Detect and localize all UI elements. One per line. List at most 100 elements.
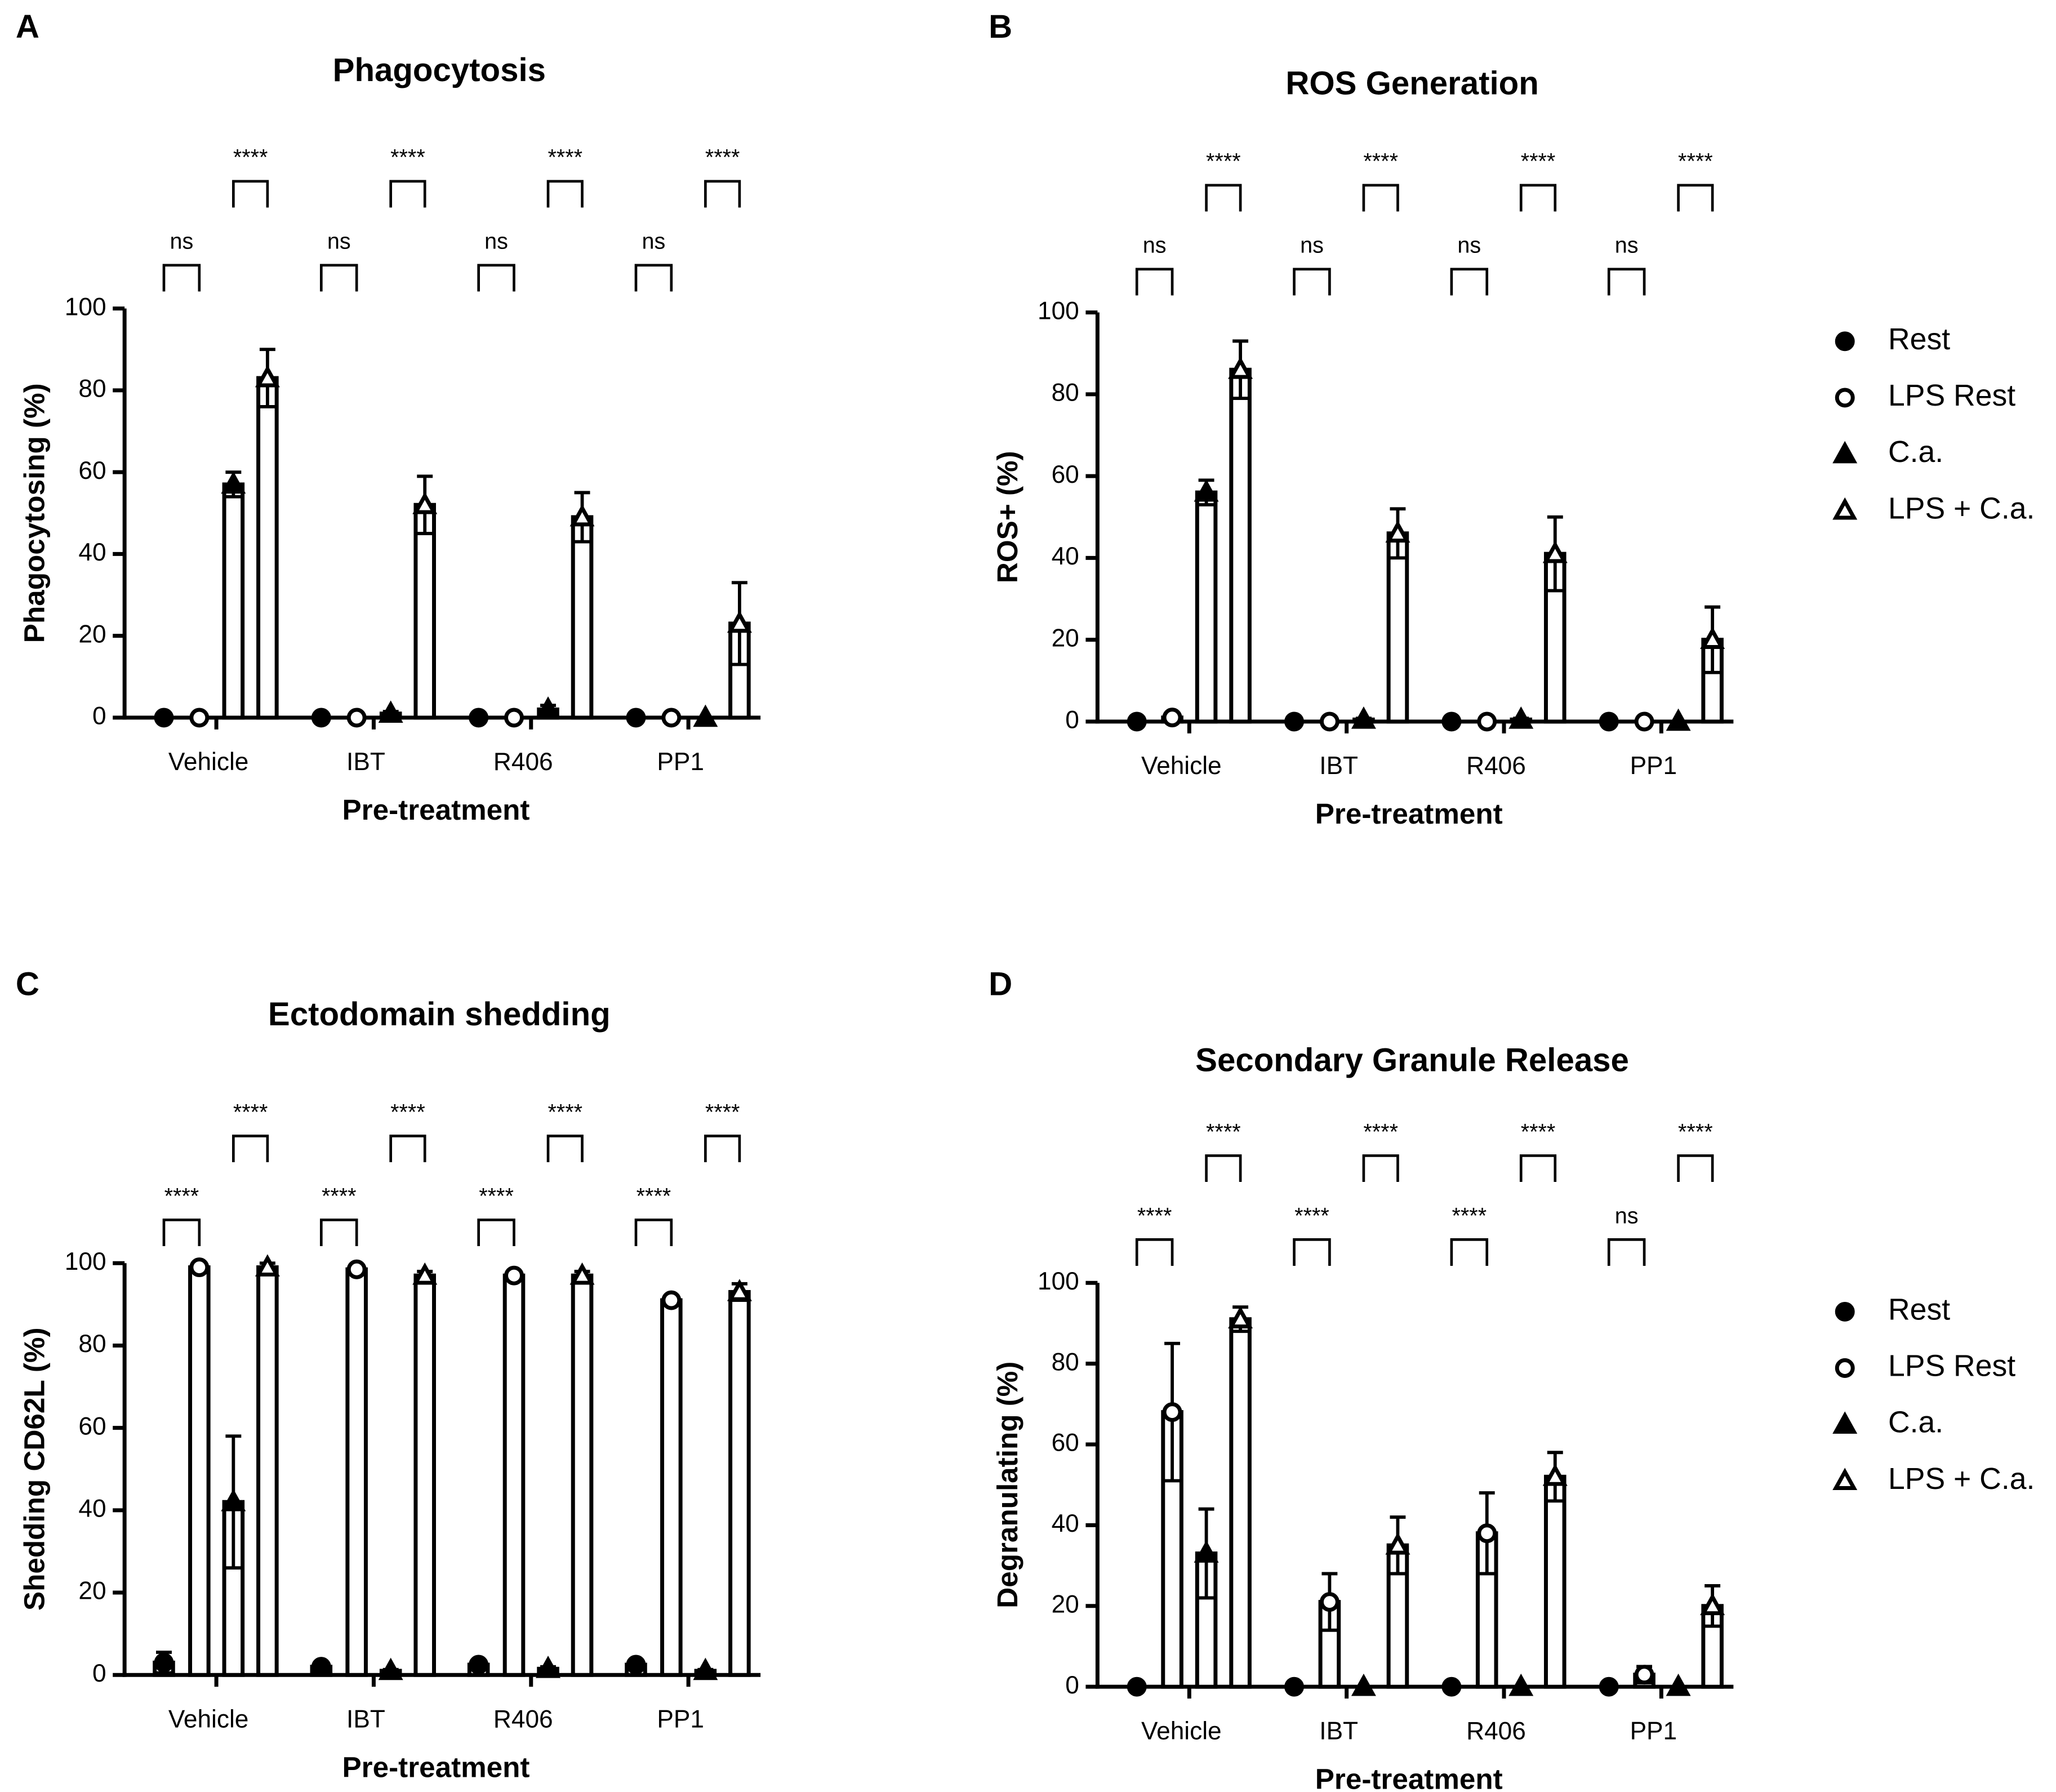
significance-bracket xyxy=(1293,268,1331,296)
marker xyxy=(1832,1468,1858,1491)
panel-letter: C xyxy=(16,966,39,1002)
marker xyxy=(626,708,646,728)
y-tick-label: 60 xyxy=(78,1412,106,1440)
legend-label: Rest xyxy=(1888,1293,1950,1327)
marker xyxy=(1162,1402,1182,1422)
significance-bracket xyxy=(477,1219,515,1247)
significance-bracket xyxy=(1135,268,1174,296)
y-tick-label: 80 xyxy=(1052,379,1079,407)
marker xyxy=(693,704,718,727)
x-tick-label: PP1 xyxy=(657,1705,704,1733)
significance-label: **** xyxy=(479,1184,514,1208)
marker xyxy=(1835,388,1855,408)
marker xyxy=(1832,1411,1858,1434)
x-tick-label: R406 xyxy=(1466,1717,1526,1745)
marker xyxy=(412,492,438,514)
marker xyxy=(661,1290,682,1310)
marker xyxy=(1441,712,1462,732)
x-tick-label: Vehicle xyxy=(1141,752,1222,780)
marker xyxy=(1700,626,1725,649)
marker xyxy=(1477,712,1497,732)
bar xyxy=(728,621,751,720)
marker xyxy=(1832,441,1858,464)
significance-bracket xyxy=(1607,1238,1646,1266)
chart-title: ROS Generation xyxy=(1285,65,1538,101)
x-axis-label: Pre-treatment xyxy=(1315,1763,1503,1792)
marker xyxy=(504,1265,524,1286)
panel-letter: D xyxy=(989,966,1012,1002)
y-tick-label: 40 xyxy=(78,1495,106,1523)
significance-bracket xyxy=(1607,268,1646,296)
y-tick-label: 100 xyxy=(65,1248,106,1275)
marker xyxy=(469,1655,489,1675)
significance-bracket xyxy=(704,180,741,208)
marker xyxy=(412,1262,438,1285)
marker xyxy=(1284,1677,1305,1697)
marker xyxy=(1666,708,1691,731)
marker xyxy=(661,708,682,728)
chart-title: Ectodomain shedding xyxy=(268,996,611,1033)
y-tick-label: 0 xyxy=(1065,1671,1079,1699)
significance-bracket xyxy=(389,1135,426,1163)
significance-bracket xyxy=(634,1219,673,1247)
y-tick-label: 0 xyxy=(1065,706,1079,734)
significance-bracket xyxy=(1293,1238,1331,1266)
bar xyxy=(256,376,279,720)
bar xyxy=(256,1265,279,1677)
marker xyxy=(1599,712,1619,732)
legend-label: LPS + C.a. xyxy=(1888,492,2035,525)
marker xyxy=(1228,1306,1253,1329)
significance-label: **** xyxy=(1294,1203,1329,1228)
chart-title: Phagocytosis xyxy=(333,52,546,88)
significance-bracket xyxy=(162,1219,201,1247)
legend-label: LPS Rest xyxy=(1888,1350,2015,1383)
y-tick-label: 40 xyxy=(1052,1510,1079,1537)
legend-label: C.a. xyxy=(1888,435,1943,469)
significance-label: **** xyxy=(1206,149,1241,174)
panel-letter: A xyxy=(16,8,39,45)
x-tick-label: Vehicle xyxy=(168,748,249,776)
y-tick-label: 80 xyxy=(78,375,106,403)
marker xyxy=(1194,479,1219,502)
significance-label: **** xyxy=(1363,149,1398,174)
y-axis-label: Degranulating (%) xyxy=(991,1362,1023,1608)
significance-label: **** xyxy=(233,145,268,170)
marker xyxy=(1385,520,1410,543)
significance-label: **** xyxy=(637,1184,671,1208)
bar xyxy=(1229,1317,1252,1689)
marker xyxy=(1835,1301,1855,1322)
significance-label: **** xyxy=(705,1100,740,1124)
significance-label: ns xyxy=(642,229,666,254)
marker xyxy=(469,708,489,728)
y-tick-label: 80 xyxy=(1052,1348,1079,1376)
marker xyxy=(1351,706,1376,729)
marker xyxy=(1835,1358,1855,1378)
significance-label: **** xyxy=(390,145,425,170)
y-tick-label: 80 xyxy=(78,1330,106,1358)
significance-bracket xyxy=(1362,184,1399,212)
x-tick-label: PP1 xyxy=(657,748,704,776)
marker xyxy=(1542,540,1568,563)
significance-bracket xyxy=(1205,184,1242,212)
marker xyxy=(221,471,246,494)
marker xyxy=(536,1656,561,1678)
significance-bracket xyxy=(232,1135,269,1163)
marker xyxy=(189,1257,210,1278)
marker xyxy=(189,708,210,728)
marker xyxy=(727,610,752,633)
x-tick-label: IBT xyxy=(1319,752,1358,780)
bar xyxy=(1543,1474,1567,1689)
marker xyxy=(378,1657,403,1680)
bar xyxy=(1161,1410,1183,1689)
significance-label: **** xyxy=(705,145,740,170)
legend-label: LPS Rest xyxy=(1888,379,2015,412)
bar xyxy=(1386,531,1409,724)
significance-bracket xyxy=(1450,268,1489,296)
marker xyxy=(311,1657,331,1677)
bar xyxy=(413,1273,436,1677)
marker xyxy=(1319,1592,1339,1612)
x-tick-label: PP1 xyxy=(1630,752,1677,780)
significance-bracket xyxy=(634,264,673,292)
